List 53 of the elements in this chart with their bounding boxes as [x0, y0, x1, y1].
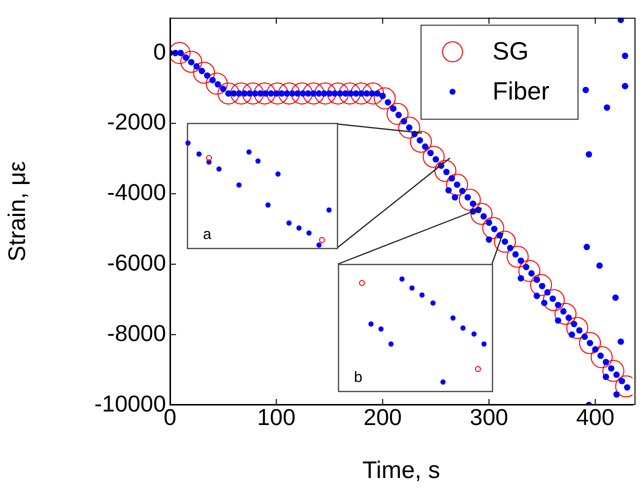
point — [398, 116, 420, 139]
annotation: a — [203, 226, 212, 243]
point — [422, 146, 445, 168]
legend-label: Fiber — [492, 78, 550, 106]
x-tick-label: 300 — [470, 404, 508, 430]
point — [470, 202, 493, 225]
point — [350, 82, 372, 104]
annotation: b — [354, 369, 362, 386]
point — [458, 188, 481, 211]
point — [410, 130, 432, 153]
point — [566, 316, 588, 339]
x-tick-label: 200 — [363, 404, 402, 430]
x-tick-label: 400 — [576, 404, 614, 430]
point — [446, 174, 468, 196]
point — [590, 346, 613, 368]
point — [362, 82, 384, 104]
point — [206, 72, 228, 95]
point — [217, 82, 240, 104]
legend-label: SG — [492, 38, 529, 66]
y-tick-label: -10000 — [94, 390, 166, 416]
point — [180, 50, 202, 73]
y-tick-label: -2000 — [107, 108, 166, 135]
y-tick-label: -6000 — [107, 250, 166, 276]
point — [314, 82, 336, 104]
x-axis-title: Time, s — [362, 457, 440, 484]
point — [302, 82, 325, 104]
point — [530, 274, 552, 296]
point — [278, 82, 300, 104]
point — [242, 82, 264, 104]
point — [230, 82, 252, 104]
point — [170, 42, 191, 64]
point — [254, 82, 276, 104]
point — [386, 102, 409, 125]
point — [554, 302, 577, 325]
point — [266, 82, 288, 104]
point — [374, 87, 396, 110]
y-tick-label: -8000 — [107, 320, 166, 346]
point — [290, 82, 313, 104]
point — [434, 160, 456, 182]
point — [578, 332, 601, 354]
y-tick-label: -4000 — [107, 179, 166, 206]
point — [326, 82, 349, 104]
point — [193, 62, 216, 84]
y-axis-title: Strain, με — [4, 160, 32, 262]
x-tick-label: 100 — [257, 404, 296, 430]
point — [506, 246, 529, 268]
point — [494, 230, 516, 253]
point — [602, 360, 624, 382]
point — [482, 216, 504, 239]
point — [542, 289, 565, 312]
point — [518, 260, 540, 282]
point — [338, 82, 361, 104]
y-tick-label: 0 — [153, 38, 166, 64]
